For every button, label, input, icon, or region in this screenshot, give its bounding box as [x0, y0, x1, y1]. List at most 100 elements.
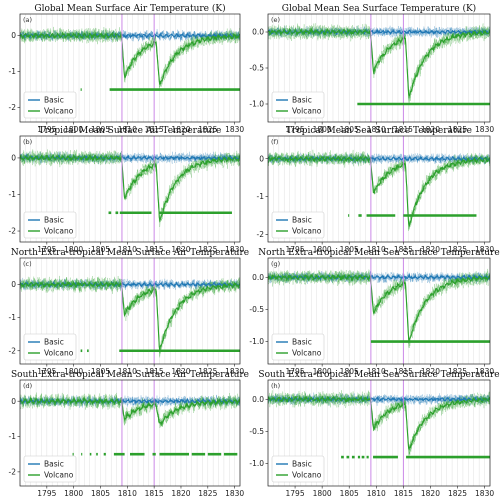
legend: Basic Volcano [23, 333, 77, 361]
x-tick-label: 1795 [37, 367, 56, 376]
panel-label: (b) [23, 138, 32, 146]
y-tick-label: -1.0 [249, 337, 264, 346]
volcano-mean-line [268, 273, 490, 342]
x-tick-label: 1795 [286, 125, 305, 134]
year-gridlines [19, 14, 241, 122]
volcano-member-line [268, 151, 490, 231]
y-tick-label: 0 [11, 280, 16, 289]
x-tick-label: 1830 [225, 125, 244, 134]
x-tick-label: 1810 [118, 125, 137, 134]
x-tick-label: 1810 [118, 367, 137, 376]
volcano-member-line [20, 26, 240, 88]
panel-label: (a) [23, 16, 32, 24]
chart-panel-e: Global Mean Sea Surface Temperature (K)(… [249, 3, 494, 134]
x-tick-label: 1795 [286, 245, 305, 254]
x-tick-label: 1825 [448, 367, 467, 376]
x-tick-label: 1805 [340, 245, 359, 254]
x-tick-label: 1805 [340, 367, 359, 376]
x-tick-label: 1805 [340, 489, 359, 498]
volcano-member-line [268, 270, 490, 340]
basic-mean-line [268, 395, 490, 403]
x-tick-label: 1800 [64, 489, 83, 498]
plot-area [268, 390, 490, 458]
x-tick-label: 1810 [118, 489, 137, 498]
volcano-member-line [268, 25, 490, 99]
panel-label: (c) [23, 260, 32, 268]
x-tick-label: 1820 [421, 367, 440, 376]
volcano-member-line [20, 150, 240, 222]
x-tick-label: 1800 [64, 125, 83, 134]
panel-label: (f) [271, 138, 278, 146]
volcano-member-line [20, 150, 240, 221]
x-tick-label: 1825 [448, 125, 467, 134]
axes-frame [19, 13, 241, 123]
y-tick-label: -0.5 [249, 427, 264, 436]
x-tick-label: 1830 [225, 367, 244, 376]
y-tick-label: -1 [9, 432, 17, 441]
volcano-member-line [20, 275, 240, 355]
legend: Basic Volcano [23, 91, 77, 119]
x-tick-label: 1800 [64, 367, 83, 376]
x-tick-label: 1820 [421, 489, 440, 498]
legend-label-volcano: Volcano [292, 107, 322, 116]
panel-title: South Extra-tropical Mean Surface Air Te… [11, 370, 249, 380]
x-tick-label: 1830 [475, 367, 494, 376]
legend: Basic Volcano [271, 91, 325, 119]
legend: Basic Volcano [271, 211, 325, 239]
chart-panel-d: South Extra-tropical Mean Surface Air Te… [9, 370, 249, 498]
panel-title: North Extra-tropical Mean Surface Air Te… [11, 248, 249, 258]
x-tick-label: 1810 [367, 367, 386, 376]
x-tick-label: 1815 [394, 489, 413, 498]
y-tick-label: -1 [9, 67, 17, 76]
x-tick-label: 1830 [475, 245, 494, 254]
volcano-member-line [268, 390, 490, 454]
legend: Basic Volcano [23, 211, 77, 239]
plot-area [268, 149, 490, 232]
plot-area [268, 268, 490, 349]
x-tick-label: 1825 [198, 367, 217, 376]
y-tick-label: 0.0 [252, 273, 264, 282]
plot-area [20, 275, 240, 358]
x-tick-label: 1815 [394, 125, 413, 134]
legend-label-volcano: Volcano [44, 107, 74, 116]
x-tick-label: 1800 [313, 245, 332, 254]
legend-label-basic: Basic [292, 338, 312, 347]
x-tick-label: 1820 [421, 245, 440, 254]
x-tick-label: 1825 [198, 125, 217, 134]
x-tick-label: 1810 [367, 125, 386, 134]
chart-panel-g: North Extra-tropical Mean Sea Surface Te… [249, 248, 499, 376]
x-tick-label: 1830 [225, 489, 244, 498]
volcano-mean-line [20, 153, 240, 223]
chart-panel-f: Tropical Mean Sea Surface Temperature (f)… [257, 126, 495, 254]
y-tick-label: -2 [9, 227, 17, 236]
axes-frame [267, 257, 491, 365]
axes-frame [19, 379, 241, 487]
basic-member-line [268, 26, 490, 39]
legend-label-basic: Basic [44, 460, 64, 469]
panel-title: Tropical Mean Sea Surface Temperature [286, 126, 472, 136]
x-tick-label: 1825 [198, 489, 217, 498]
legend-label-basic: Basic [44, 96, 64, 105]
axes-frame [19, 257, 241, 365]
x-tick-label: 1825 [448, 489, 467, 498]
x-tick-label: 1830 [475, 489, 494, 498]
volcano-mean-line [268, 154, 490, 228]
basic-member-line [268, 271, 490, 284]
panel-label: (h) [271, 382, 280, 390]
panel-label: (e) [271, 16, 280, 24]
axes-frame [267, 135, 491, 243]
chart-panel-a: Global Mean Surface Air Temperature (K)(… [9, 3, 245, 134]
y-tick-label: -1 [257, 192, 265, 201]
x-tick-label: 1810 [367, 489, 386, 498]
x-tick-label: 1805 [91, 245, 110, 254]
volcano-mean-line [268, 394, 490, 451]
volcano-member-line [20, 149, 240, 223]
axes-frame [19, 135, 241, 243]
y-tick-label: -0.5 [249, 305, 264, 314]
y-tick-label: -1.0 [249, 100, 264, 109]
legend: Basic Volcano [23, 455, 77, 483]
x-tick-label: 1830 [475, 125, 494, 134]
y-tick-label: -1 [9, 313, 17, 322]
x-tick-label: 1815 [145, 489, 164, 498]
legend-label-basic: Basic [292, 216, 312, 225]
